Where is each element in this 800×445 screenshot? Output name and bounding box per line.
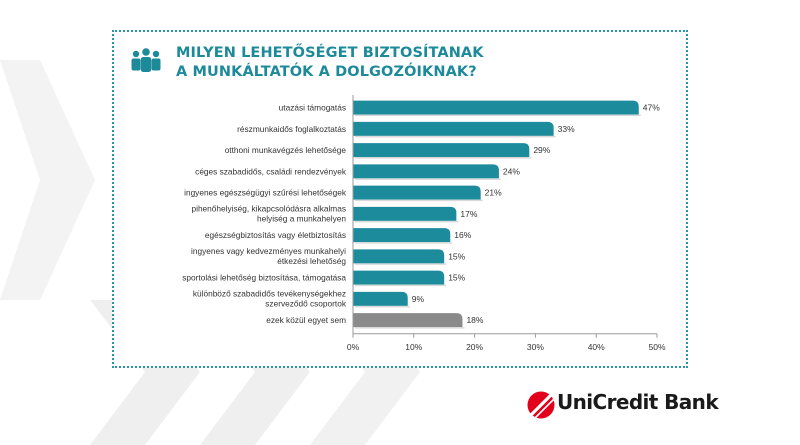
chart-title-line: A MUNKÁLTATÓK A DOLGOZÓIKNAK? — [176, 64, 477, 80]
bar-shadow — [355, 157, 532, 159]
category-label: helyiség a munkahelyen — [257, 213, 346, 223]
x-tick-label: 40% — [588, 342, 605, 352]
category-label: étkezési lehetőség — [277, 256, 346, 266]
bar — [353, 228, 451, 243]
category-label: céges szabadidős, családi rendezvények — [195, 166, 347, 176]
bar — [353, 185, 481, 200]
value-label: 15% — [448, 273, 465, 283]
x-tick-label: 0% — [347, 342, 360, 352]
chevron-shape — [0, 60, 95, 300]
value-label: 16% — [454, 230, 471, 240]
bar — [353, 291, 408, 306]
category-label: sportolási lehetőség biztosítása, támoga… — [182, 273, 346, 283]
category-label: pihenőhelyiség, kikapcsolódásra alkalmas — [191, 203, 346, 213]
category-label: ezek közül egyet sem — [266, 315, 346, 325]
value-label: 15% — [448, 251, 465, 261]
value-label: 47% — [643, 103, 660, 113]
brand-name: UniCredit Bank — [557, 390, 719, 414]
category-label: ingyenes egészségügyi szűrési lehetősége… — [184, 188, 347, 198]
bar — [353, 270, 445, 285]
category-label: utazási támogatás — [279, 103, 346, 113]
chart-title: MILYEN LEHETŐSÉGET BIZTOSÍTANAK A MUNKÁL… — [176, 44, 484, 82]
bar-shadow — [355, 135, 556, 138]
category-label: egészségbiztosítás vagy életbiztosítás — [205, 230, 346, 240]
x-tick-label: 10% — [405, 342, 422, 352]
value-label: 18% — [466, 315, 483, 325]
value-label: 33% — [558, 124, 575, 134]
category-label: szerveződő csoportok — [265, 298, 347, 308]
x-tick-label: 30% — [527, 342, 544, 352]
bar-shadow — [355, 305, 410, 308]
value-label: 24% — [503, 166, 520, 176]
value-label: 17% — [460, 209, 477, 219]
bar-shadow — [355, 327, 465, 329]
x-tick-label: 50% — [648, 342, 665, 352]
bar-shadow — [355, 242, 453, 244]
bar-shadow — [355, 114, 641, 117]
category-label: különböző szabadidős tevékenységekhez — [193, 288, 346, 298]
unicredit-logo-icon — [527, 391, 556, 420]
value-label: 9% — [412, 294, 425, 304]
people-group-icon — [131, 48, 161, 72]
chart-title-line: MILYEN LEHETŐSÉGET BIZTOSÍTANAK — [176, 45, 484, 61]
value-label: 29% — [533, 145, 550, 155]
bar — [353, 121, 554, 136]
category-label: otthoni munkavégzés lehetősége — [225, 145, 347, 155]
category-label: részmunkaidős foglalkoztatás — [237, 124, 346, 134]
x-tick-label: 20% — [466, 342, 483, 352]
category-label: ingyenes vagy kedvezményes munkahelyi — [191, 246, 346, 256]
bar — [353, 143, 530, 158]
bar-shadow — [355, 263, 447, 265]
bar-shadow — [355, 199, 483, 202]
bar-shadow — [355, 178, 501, 180]
bar — [353, 206, 457, 221]
bar — [353, 249, 445, 264]
bar — [353, 313, 463, 328]
value-label: 21% — [485, 188, 502, 198]
bar-shadow — [355, 220, 459, 223]
bar — [353, 164, 499, 179]
bar-shadow — [355, 284, 447, 287]
bar — [353, 100, 639, 115]
